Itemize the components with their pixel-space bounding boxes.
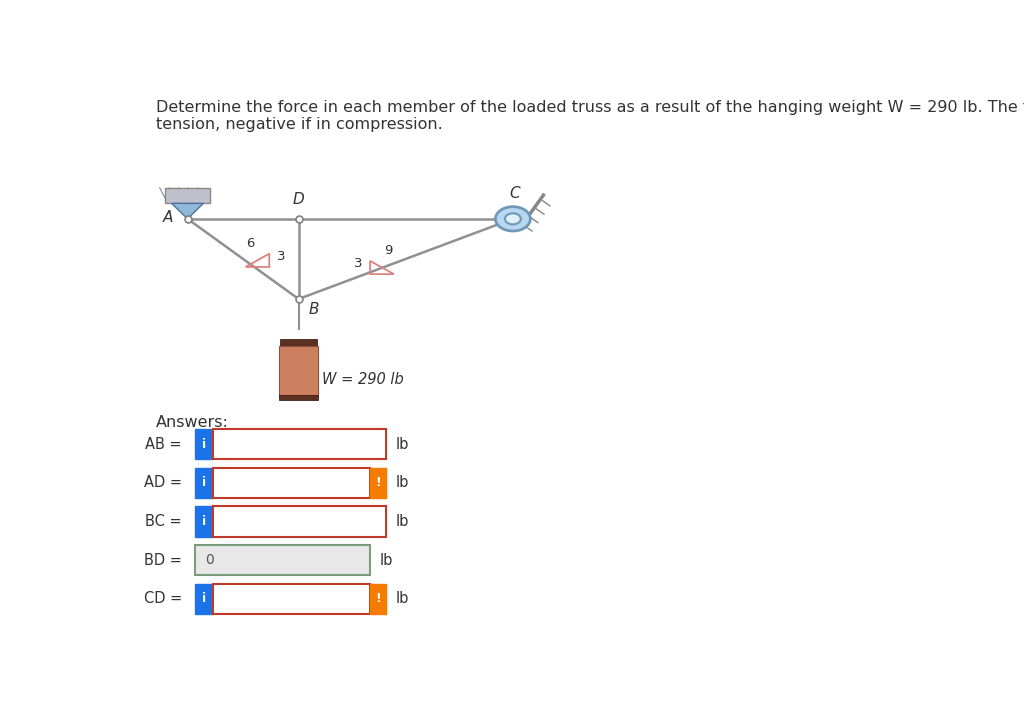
FancyBboxPatch shape xyxy=(281,340,316,346)
FancyBboxPatch shape xyxy=(196,545,370,575)
Text: Determine the force in each member of the loaded truss as a result of the hangin: Determine the force in each member of th… xyxy=(156,100,1024,115)
FancyBboxPatch shape xyxy=(196,584,213,614)
Text: 9: 9 xyxy=(384,244,392,257)
Text: D: D xyxy=(293,192,304,207)
Text: 3: 3 xyxy=(353,258,362,271)
Text: AB =: AB = xyxy=(145,437,182,452)
Text: AD =: AD = xyxy=(144,475,182,490)
Text: i: i xyxy=(202,438,206,451)
Text: tension, negative if in compression.: tension, negative if in compression. xyxy=(156,116,442,131)
FancyBboxPatch shape xyxy=(370,467,386,498)
Text: lb: lb xyxy=(395,514,409,529)
Text: 6: 6 xyxy=(246,237,254,250)
FancyBboxPatch shape xyxy=(213,584,370,614)
Text: Answers:: Answers: xyxy=(156,415,228,430)
FancyBboxPatch shape xyxy=(196,506,213,537)
Circle shape xyxy=(496,207,530,231)
FancyBboxPatch shape xyxy=(213,506,386,537)
Text: lb: lb xyxy=(380,553,393,568)
Text: B: B xyxy=(308,302,318,317)
FancyBboxPatch shape xyxy=(196,429,213,460)
Text: 0: 0 xyxy=(205,554,214,567)
Text: lb: lb xyxy=(395,592,409,607)
Text: W = 290 lb: W = 290 lb xyxy=(323,372,404,387)
Text: i: i xyxy=(202,476,206,490)
FancyBboxPatch shape xyxy=(213,467,370,498)
Text: lb: lb xyxy=(395,437,409,452)
Text: BD =: BD = xyxy=(144,553,182,568)
Text: i: i xyxy=(202,515,206,528)
FancyBboxPatch shape xyxy=(370,584,386,614)
Text: BC =: BC = xyxy=(145,514,182,529)
Text: A: A xyxy=(163,210,173,225)
Text: CD =: CD = xyxy=(143,592,182,607)
FancyBboxPatch shape xyxy=(279,346,318,396)
Circle shape xyxy=(505,213,521,224)
FancyBboxPatch shape xyxy=(279,395,318,400)
FancyBboxPatch shape xyxy=(213,429,386,460)
FancyBboxPatch shape xyxy=(196,467,213,498)
Text: !: ! xyxy=(375,592,381,605)
Text: lb: lb xyxy=(395,475,409,490)
Text: 3: 3 xyxy=(278,251,286,264)
Text: C: C xyxy=(509,186,519,201)
FancyBboxPatch shape xyxy=(165,188,210,203)
Text: !: ! xyxy=(375,476,381,490)
Polygon shape xyxy=(172,203,204,219)
Text: i: i xyxy=(202,592,206,605)
